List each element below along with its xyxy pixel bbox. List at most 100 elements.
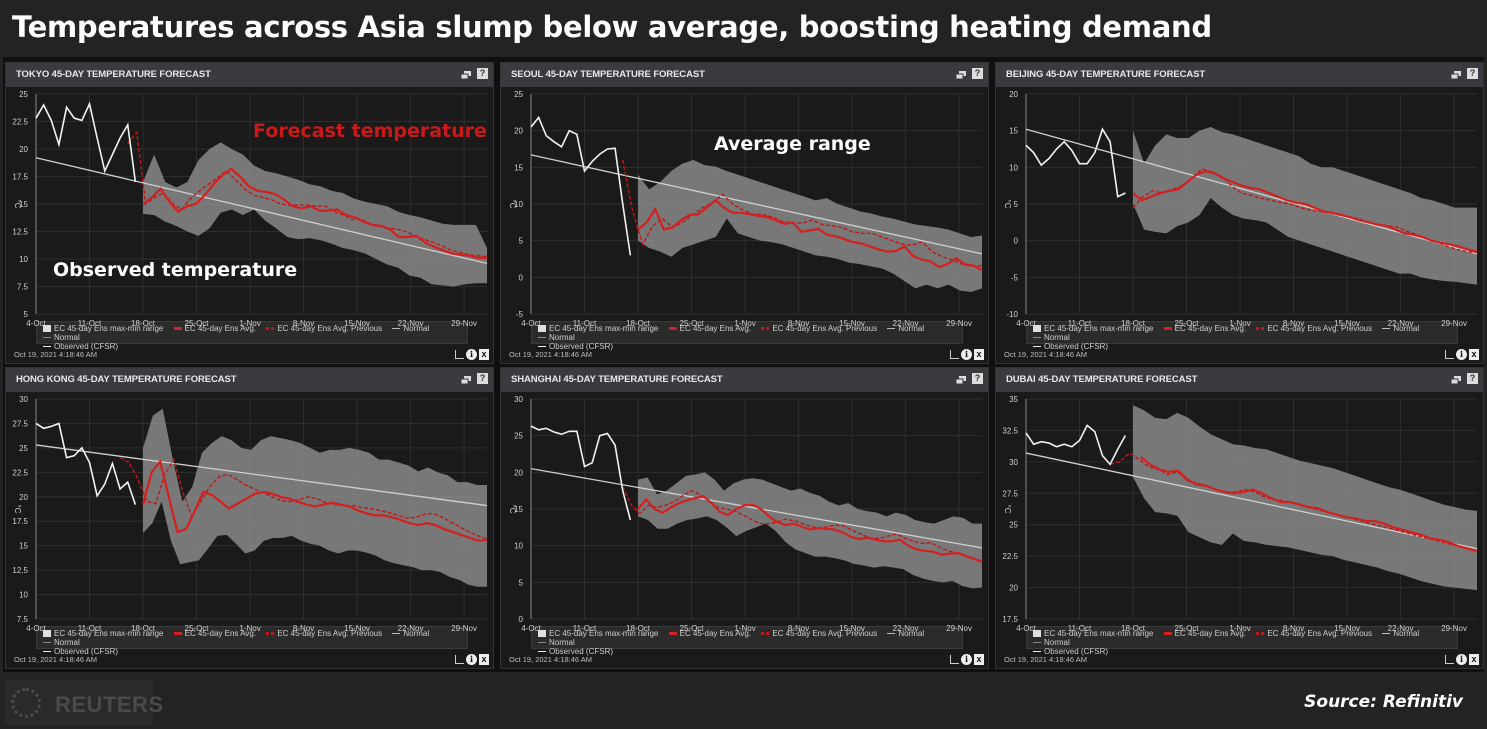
panel-footer-icons: i x	[1445, 348, 1479, 360]
x-tick-label: 15-Nov	[839, 319, 865, 327]
popout-icon[interactable]	[950, 349, 959, 359]
forecast-swatch	[173, 632, 182, 636]
x-tick-label: 18-Oct	[626, 624, 651, 632]
legend-item: EC 45-day Ens max-min range	[538, 324, 658, 333]
forecast-prev-swatch	[1256, 327, 1265, 331]
max-min-range-band	[638, 160, 982, 292]
forecast-swatch	[668, 327, 677, 331]
range-swatch	[538, 325, 546, 333]
panel-footer-icons: i x	[455, 653, 489, 665]
excel-export-icon[interactable]: x	[974, 348, 984, 360]
legend-item: EC 45-day Ens Avg. Previous	[1256, 324, 1372, 333]
legend-label: EC 45-day Ens Avg. Previous	[772, 629, 878, 638]
normal-swatch	[392, 328, 401, 330]
x-tick-label: 8-Nov	[293, 624, 314, 632]
timestamp: Oct 19, 2021 4:18:46 AM	[509, 655, 592, 664]
observed-swatch	[1033, 346, 1041, 348]
normal-line	[530, 154, 983, 255]
temperature-chart: 17.5 20 22.5 25 27.5 30 32.5 35 4-Oct 11-Oct 18-Oc…	[1002, 395, 1478, 632]
legend-item: Observed (CFSR)	[538, 342, 613, 351]
info-icon[interactable]: i	[1456, 653, 1467, 665]
excel-export-icon[interactable]: x	[479, 653, 489, 665]
legend-item: EC 45-day Ens Avg. Previous	[761, 629, 877, 638]
forecast-panel: BEIJING 45-DAY TEMPERATURE FORECAST ? EC…	[995, 62, 1484, 364]
max-min-range-band	[1133, 405, 1477, 591]
legend-label: EC 45-day Ens Avg. Previous	[1267, 324, 1373, 333]
x-tick-label: 15-Nov	[344, 624, 370, 632]
forecast-line	[1139, 455, 1478, 553]
x-tick-label: 11-Oct	[78, 319, 102, 327]
panel-title: HONG KONG 45-DAY TEMPERATURE FORECAST	[16, 374, 237, 385]
legend-label: Observed (CFSR)	[1044, 647, 1109, 656]
y-tick-label: 10	[19, 591, 28, 600]
restore-window-icon[interactable]	[461, 376, 471, 384]
timestamp: Oct 19, 2021 4:18:46 AM	[14, 655, 97, 664]
observed-swatch	[43, 346, 51, 348]
excel-export-icon[interactable]: x	[479, 348, 489, 360]
legend-label: Normal	[1393, 629, 1420, 638]
excel-export-icon[interactable]: x	[1469, 348, 1479, 360]
y-tick-label: 27.5	[1002, 489, 1018, 498]
restore-window-icon[interactable]	[1451, 376, 1461, 384]
y-tick-label: 30	[19, 395, 28, 404]
popout-icon[interactable]	[950, 654, 959, 664]
x-tick-label: 8-Nov	[1283, 624, 1304, 632]
popout-icon[interactable]	[455, 349, 464, 359]
panel-header: SEOUL 45-DAY TEMPERATURE FORECAST ?	[501, 63, 988, 87]
help-icon[interactable]: ?	[1467, 373, 1478, 384]
excel-export-icon[interactable]: x	[974, 653, 984, 665]
restore-window-icon[interactable]	[1451, 71, 1461, 79]
info-icon[interactable]: i	[466, 348, 477, 360]
forecast-panel: HONG KONG 45-DAY TEMPERATURE FORECAST ? …	[5, 367, 494, 669]
legend-label: EC 45-day Ens max-min range	[54, 629, 164, 638]
temperature-chart: 5 7.5 10 12.5 15 17.5 20 22.5 25 4-Oct 11-Oct 18-Oc…	[12, 90, 488, 327]
info-icon[interactable]: i	[466, 653, 477, 665]
x-tick-label: 22-Nov	[1388, 319, 1414, 327]
x-tick-label: 25-Oct	[680, 624, 705, 632]
help-icon[interactable]: ?	[477, 373, 488, 384]
y-tick-label: 17.5	[1002, 615, 1018, 624]
forecast-panel: SHANGHAI 45-DAY TEMPERATURE FORECAST ? E…	[500, 367, 989, 669]
legend-label: Observed (CFSR)	[54, 647, 119, 656]
restore-window-icon[interactable]	[956, 71, 966, 79]
restore-window-icon[interactable]	[461, 71, 471, 79]
y-tick-label: 0	[519, 615, 524, 624]
legend-label: Normal	[403, 629, 430, 638]
y-tick-label: 10	[514, 542, 523, 551]
panel-footer-icons: i x	[455, 348, 489, 360]
y-tick-label: 10	[19, 255, 28, 264]
popout-icon[interactable]	[1445, 654, 1454, 664]
info-icon[interactable]: i	[961, 348, 972, 360]
restore-window-icon[interactable]	[956, 376, 966, 384]
help-icon[interactable]: ?	[972, 373, 983, 384]
observed-swatch	[538, 346, 546, 348]
y-tick-label: 22.5	[12, 468, 28, 477]
x-tick-label: 11-Oct	[573, 624, 597, 632]
x-tick-label: 29-Nov	[1441, 624, 1467, 632]
info-icon[interactable]: i	[1456, 348, 1467, 360]
panel-header: DUBAI 45-DAY TEMPERATURE FORECAST ?	[996, 368, 1483, 392]
x-tick-label: 22-Nov	[893, 319, 919, 327]
help-icon[interactable]: ?	[972, 68, 983, 79]
popout-icon[interactable]	[1445, 349, 1454, 359]
excel-export-icon[interactable]: x	[1469, 653, 1479, 665]
y-tick-label: 12.5	[12, 566, 28, 575]
timestamp: Oct 19, 2021 4:18:46 AM	[1004, 655, 1087, 664]
x-tick-label: 25-Oct	[1175, 319, 1200, 327]
legend-item: EC 45-day Ens Avg.	[173, 629, 256, 638]
observed-swatch	[43, 651, 51, 653]
x-tick-label: 29-Nov	[946, 319, 972, 327]
y-axis-label: °C	[508, 505, 517, 514]
help-icon[interactable]: ?	[477, 68, 488, 79]
y-tick-label: 17.5	[12, 517, 28, 526]
y-tick-label: 10	[1009, 163, 1018, 172]
popout-icon[interactable]	[455, 654, 464, 664]
legend-item: EC 45-day Ens Avg.	[1163, 629, 1246, 638]
y-axis-label: °C	[508, 200, 517, 209]
info-icon[interactable]: i	[961, 653, 972, 665]
help-icon[interactable]: ?	[1467, 68, 1478, 79]
forecast-prev-swatch	[761, 327, 770, 331]
legend-label: Normal	[54, 638, 80, 647]
y-tick-label: -5	[516, 310, 524, 319]
x-tick-label: 15-Nov	[839, 624, 865, 632]
